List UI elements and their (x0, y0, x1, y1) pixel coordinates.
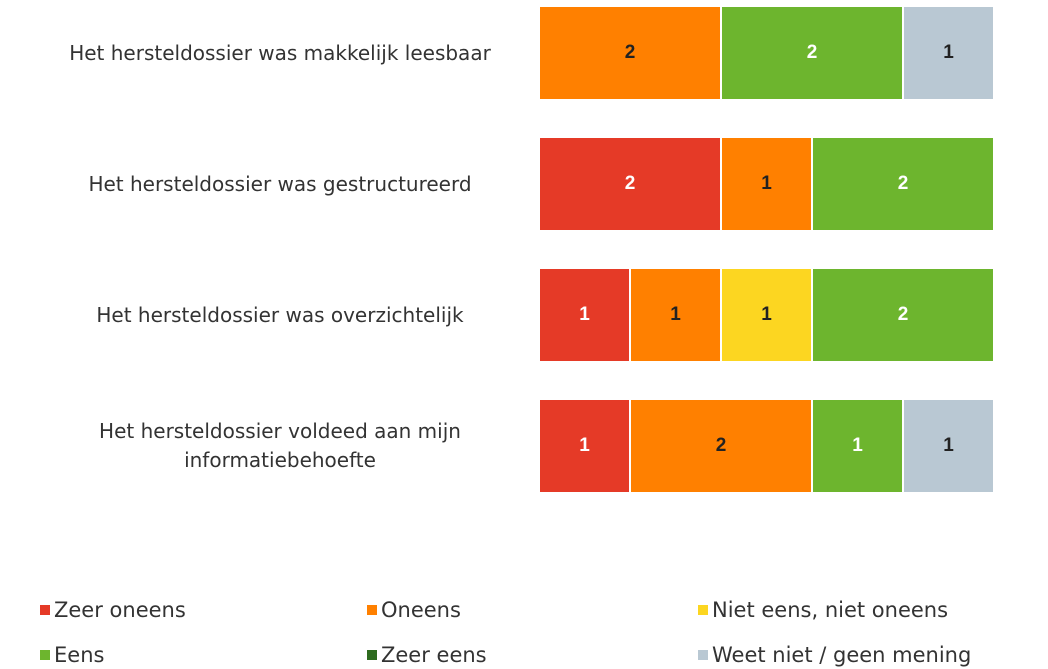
bar-segment: 1 (631, 269, 722, 361)
legend-swatch (698, 605, 708, 615)
data-label: 1 (943, 42, 954, 63)
data-label: 1 (670, 304, 681, 325)
data-label: 1 (943, 435, 954, 456)
category-label: Het hersteldossier voldeed aan mijn info… (99, 419, 461, 472)
data-label: 1 (761, 173, 772, 194)
bar-segment: 2 (813, 138, 995, 230)
bar-segment: 1 (904, 400, 995, 492)
bar-segment: 2 (722, 7, 904, 99)
bar-segment: 1 (904, 7, 995, 99)
bar-segment: 2 (540, 138, 722, 230)
legend-swatch (698, 650, 708, 660)
legend-item: Weet niet / geen mening (698, 641, 971, 669)
legend-label: Weet niet / geen mening (712, 643, 972, 667)
bar-segment: 1 (813, 400, 904, 492)
data-label: 2 (715, 435, 727, 456)
legend-item: Eens (40, 641, 104, 669)
category-label: Het hersteldossier was makkelijk leesbaa… (69, 40, 491, 65)
bar-segment: 2 (813, 269, 995, 361)
category-label: Het hersteldossier was gestructureerd (88, 171, 472, 196)
legend-item: Zeer oneens (40, 596, 186, 624)
legend-swatch (40, 605, 50, 615)
legend-label: Zeer eens (381, 643, 487, 667)
data-label: 1 (579, 304, 590, 325)
data-label: 1 (761, 304, 772, 325)
data-label: 2 (806, 42, 818, 63)
data-label: 1 (852, 435, 863, 456)
legend-item: Oneens (367, 596, 461, 624)
data-label: 1 (579, 435, 590, 456)
bar-segment: 1 (540, 269, 631, 361)
bar-segment: 2 (631, 400, 813, 492)
legend-swatch (367, 605, 377, 615)
bar-segment: 1 (540, 400, 631, 492)
legend-swatch (367, 650, 377, 660)
legend-label: Niet eens, niet oneens (712, 598, 949, 622)
legend-item: Zeer eens (367, 641, 487, 669)
data-label: 2 (624, 42, 636, 63)
legend-label: Eens (54, 643, 105, 667)
legend-label: Zeer oneens (54, 598, 186, 622)
legend-item: Niet eens, niet oneens (698, 596, 948, 624)
legend-swatch (40, 650, 50, 660)
data-label: 2 (897, 173, 909, 194)
bar-segment: 1 (722, 138, 813, 230)
bar-segment: 1 (722, 269, 813, 361)
data-label: 2 (624, 173, 636, 194)
data-label: 2 (897, 304, 909, 325)
legend-label: Oneens (381, 598, 461, 622)
category-label: Het hersteldossier was overzichtelijk (96, 302, 464, 327)
bar-segment: 2 (540, 7, 722, 99)
